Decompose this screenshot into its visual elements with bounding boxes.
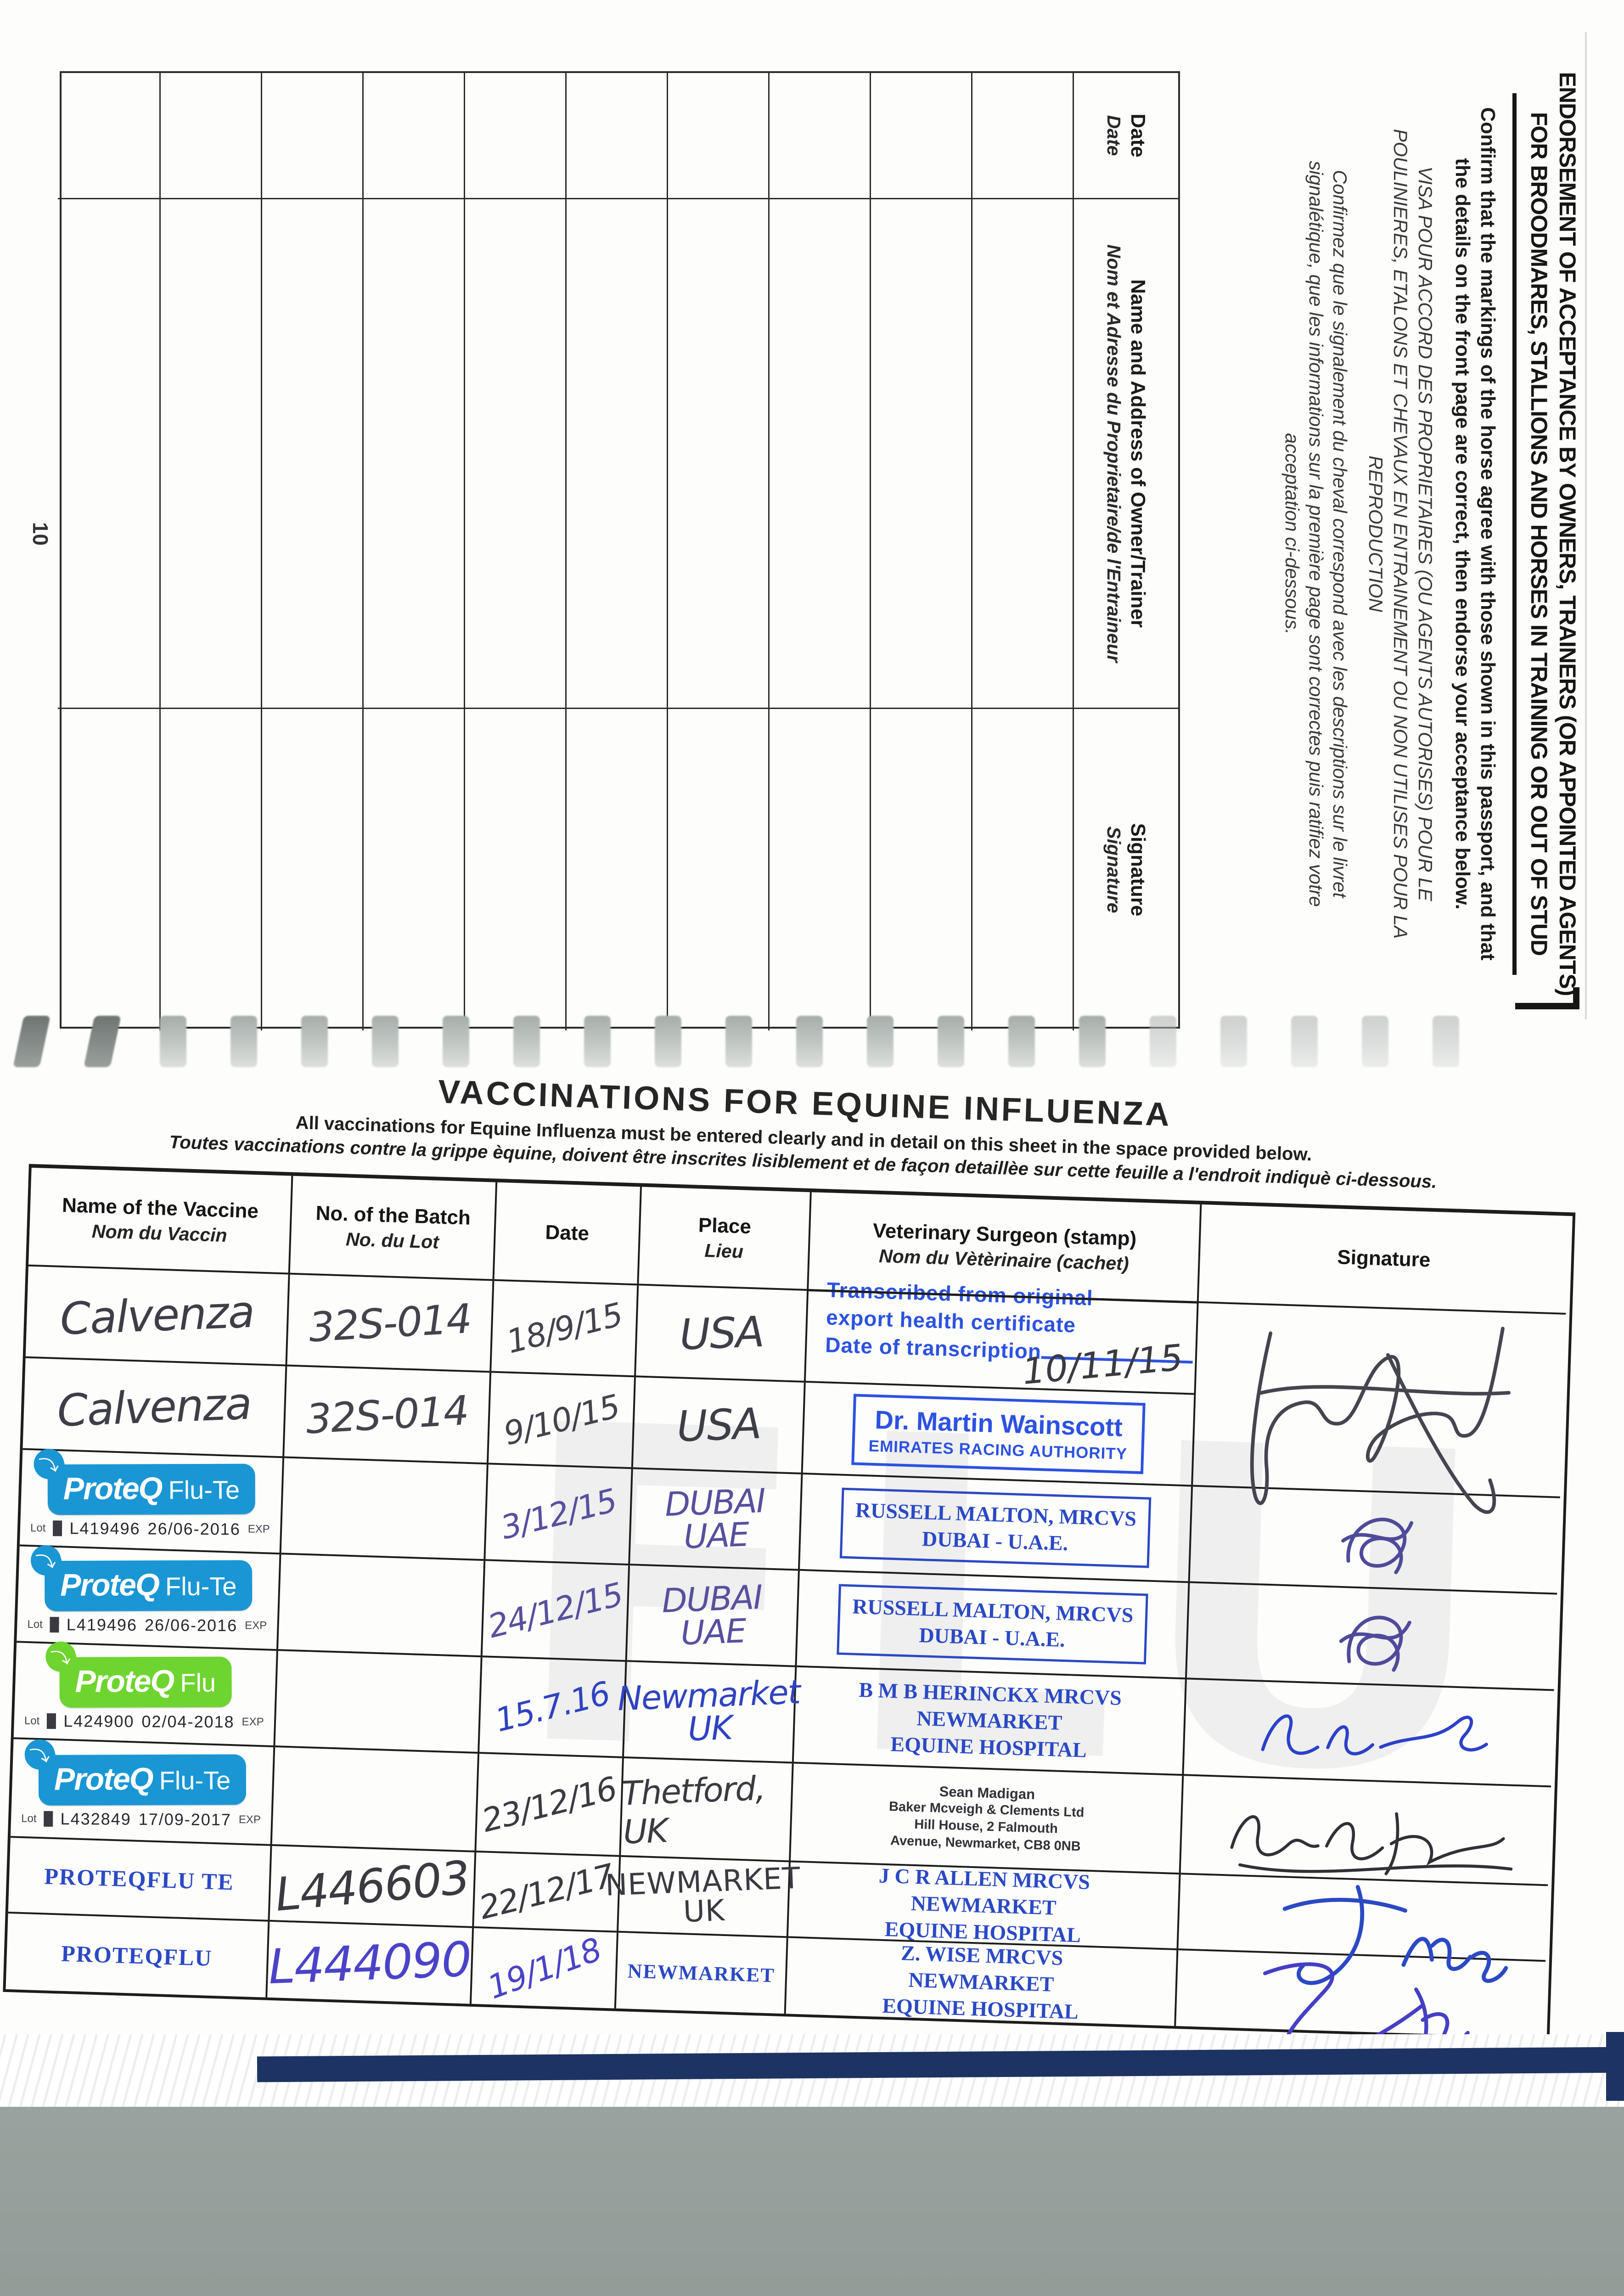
batch-number: L446603 bbox=[273, 1850, 472, 1922]
vaccination-place: Thetford, UK bbox=[621, 1768, 766, 1851]
vaccine-sticker: ⤵ ProteQ Flu-Te bbox=[27, 1542, 253, 1612]
sticker-lot-line: Lot L432849 17/09-2017 EXP bbox=[21, 1809, 261, 1829]
vaccination-date: 9/10/15 bbox=[500, 1387, 623, 1453]
signature-scrawl bbox=[1250, 1327, 1511, 1514]
scan-corner-mark bbox=[1515, 987, 1579, 1009]
vet-stamp-wise: Z. WISE MRCVS NEWMARKET EQUINE HOSPITAL bbox=[882, 1941, 1079, 2023]
sticker-lot-line: Lot L419496 26/06-2016 EXP bbox=[27, 1615, 267, 1635]
endorsement-col-owner: Name and Address of Owner/Trainer Nom et… bbox=[1073, 199, 1178, 709]
vaccine-name: PROTEQFLU bbox=[61, 1940, 213, 1971]
vaccination-place: DUBAI UAE bbox=[664, 1481, 766, 1556]
signature-cell bbox=[1178, 1874, 1548, 1985]
lot-barcode-mark bbox=[53, 1520, 62, 1536]
vaccination-table: Name of the Vaccine Nom du Vaccin No. of… bbox=[3, 1164, 1576, 2078]
signature-scrawl bbox=[1339, 1615, 1411, 1672]
lot-number: L424900 bbox=[63, 1711, 135, 1731]
endorsement-table: Date Date Name and Address of Owner/Trai… bbox=[58, 71, 1180, 1030]
signature-scrawl bbox=[1282, 1885, 1508, 1985]
vaccination-place: Newmarket UK bbox=[617, 1672, 801, 1749]
endorsement-section: ENDORSEMENT OF ACCEPTANCE BY OWNERS, TRA… bbox=[11, 41, 1582, 1030]
lot-barcode-mark bbox=[44, 1811, 53, 1827]
vaccine-sticker: ⤵ ProteQ Flu-Te bbox=[21, 1736, 247, 1806]
signature-cell bbox=[1193, 1303, 1566, 1514]
vet-stamp-allen: J C R ALLEN MRCVS NEWMARKET EQUINE HOSPI… bbox=[878, 1863, 1090, 1947]
lot-number: L432849 bbox=[60, 1809, 131, 1829]
endorsement-instruction-en: Confirm that the markings of the horse a… bbox=[1477, 107, 1499, 961]
vaccination-date: 19/1/18 bbox=[482, 1930, 606, 2006]
vaccination-date: 24/12/15 bbox=[484, 1575, 627, 1646]
scanner-background bbox=[0, 2107, 1624, 2296]
vet-stamp-wainscott: Dr. Martin Wainscott EMIRATES RACING AUT… bbox=[851, 1393, 1146, 1474]
vaccine-sticker: ⤵ ProteQ Flu bbox=[42, 1638, 232, 1708]
passport-cover-corner bbox=[1606, 2032, 1624, 2101]
endorsement-col-signature: Signature Signature bbox=[1073, 709, 1178, 1030]
header-place: Place Lieu bbox=[639, 1187, 812, 1291]
header-date: Date bbox=[494, 1182, 642, 1286]
expiry-date: 26/06-2016 bbox=[145, 1615, 238, 1635]
vaccination-date: 22/12/17 bbox=[475, 1856, 618, 1927]
vaccination-place: DUBAI UAE bbox=[661, 1577, 763, 1653]
batch-number: 32S-014 bbox=[304, 1386, 470, 1443]
lot-barcode-mark bbox=[50, 1617, 60, 1633]
vaccination-date: 15.7.16 bbox=[491, 1674, 613, 1739]
title-underline bbox=[1512, 93, 1517, 975]
header-batch: No. of the Batch No. du Lot bbox=[290, 1176, 498, 1281]
signature-scrawl bbox=[1230, 1812, 1513, 1875]
vet-stamp-madigan: Sean Madigan Baker Mcveigh & Clements Lt… bbox=[888, 1783, 1085, 1854]
table-row-cell: Calvenza bbox=[25, 1266, 290, 1367]
sticker-arrow-icon: ⤵ bbox=[30, 1446, 67, 1483]
signature-cell bbox=[1184, 1679, 1554, 1788]
signature-cell bbox=[1186, 1583, 1557, 1691]
header-vaccine-name: Name of the Vaccine Nom du Vaccin bbox=[28, 1167, 293, 1275]
spiral-binding-strip bbox=[13, 1014, 1547, 1069]
vaccination-place: NEWMARKET UK bbox=[605, 1861, 802, 1929]
empty-cell bbox=[971, 73, 1073, 199]
vaccination-date: 23/12/16 bbox=[478, 1769, 620, 1840]
endorsement-instruction-fr: Confirmez que le signalement du cheval c… bbox=[1329, 169, 1351, 898]
vaccination-date: 18/9/15 bbox=[502, 1295, 626, 1361]
endorsement-instruction-fr-visa: VISA POUR ACCORD DES PROPRIETAIRES (OU A… bbox=[1415, 166, 1436, 901]
batch-number: 32S-014 bbox=[307, 1294, 472, 1351]
batch-number: L444090 bbox=[267, 1930, 472, 1995]
expiry-date: 02/04-2018 bbox=[141, 1712, 235, 1732]
sticker-lot-line: Lot L419496 26/06-2016 EXP bbox=[30, 1519, 270, 1539]
expiry-date: 26/06-2016 bbox=[147, 1519, 241, 1539]
vet-stamp-malton: RUSSELL MALTON, MRCVS DUBAI - U.A.E. bbox=[839, 1487, 1152, 1568]
vet-stamp-herinckx: B M B HERINCKX MRCVS NEWMARKET EQUINE HO… bbox=[858, 1677, 1122, 1762]
vaccine-name: Calvenza bbox=[59, 1286, 255, 1345]
vaccination-place: USA bbox=[678, 1307, 764, 1360]
lot-number: L419496 bbox=[69, 1519, 140, 1538]
sticker-arrow-icon: ⤵ bbox=[21, 1736, 58, 1773]
page-number: 10 bbox=[28, 522, 52, 546]
vaccination-place: USA bbox=[675, 1399, 762, 1452]
vaccination-place: NEWMARKET bbox=[627, 1959, 775, 1987]
endorsement-col-date: Date Date bbox=[1073, 73, 1178, 199]
signature-scrawl bbox=[1261, 1714, 1488, 1756]
page-edge bbox=[1585, 32, 1587, 1019]
signature-cell bbox=[1176, 1950, 1545, 2078]
signature-cell bbox=[1180, 1776, 1551, 1886]
signature-cell bbox=[1190, 1486, 1560, 1595]
vaccination-date: 3/12/15 bbox=[496, 1481, 620, 1547]
sticker-lot-line: Lot L424900 02/04-2018 EXP bbox=[24, 1711, 264, 1732]
vaccine-name: Calvenza bbox=[56, 1378, 252, 1437]
sticker-arrow-icon: ⤵ bbox=[27, 1542, 64, 1579]
endorsement-title-line2: FOR BROODMARES, STALLIONS AND HORSES IN … bbox=[1526, 112, 1552, 956]
vaccine-sticker: ⤵ ProteQ Flu-Te bbox=[30, 1446, 256, 1515]
expiry-date: 17/09-2017 bbox=[138, 1809, 232, 1829]
vaccination-section: VACCINATIONS FOR EQUINE INFLUENZA All va… bbox=[3, 1060, 1579, 2078]
signature-scrawl bbox=[1341, 1518, 1414, 1575]
lot-number: L419496 bbox=[66, 1615, 138, 1635]
vaccine-name: PROTEQFLU TE bbox=[44, 1863, 235, 1895]
lot-barcode-mark bbox=[47, 1713, 56, 1729]
endorsement-title-line1: ENDORSEMENT OF ACCEPTANCE BY OWNERS, TRA… bbox=[1555, 72, 1580, 996]
vet-stamp-malton: RUSSELL MALTON, MRCVS DUBAI - U.A.E. bbox=[837, 1584, 1148, 1665]
